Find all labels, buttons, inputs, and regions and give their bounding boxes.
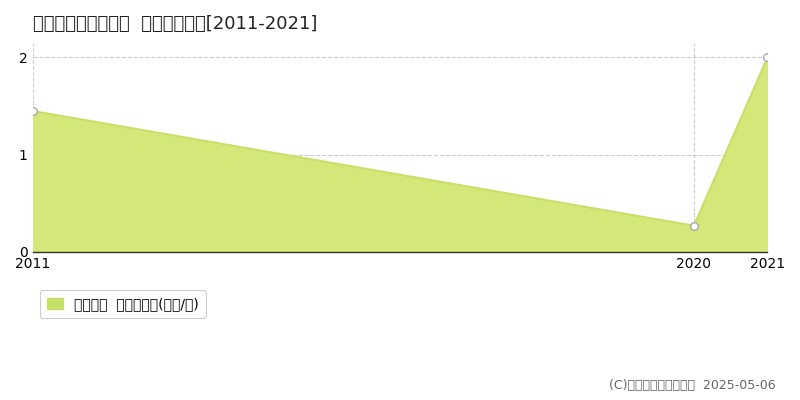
Legend: 土地価格  平均坪単価(万円/坪): 土地価格 平均坪単価(万円/坪) — [39, 290, 206, 318]
Point — [761, 54, 774, 61]
Point — [687, 222, 700, 229]
Text: いなべ市北勢町奥村  土地価格推移[2011-2021]: いなべ市北勢町奥村 土地価格推移[2011-2021] — [33, 15, 317, 33]
Point — [26, 108, 39, 114]
Text: (C)土地価格ドットコム  2025-05-06: (C)土地価格ドットコム 2025-05-06 — [610, 379, 776, 392]
